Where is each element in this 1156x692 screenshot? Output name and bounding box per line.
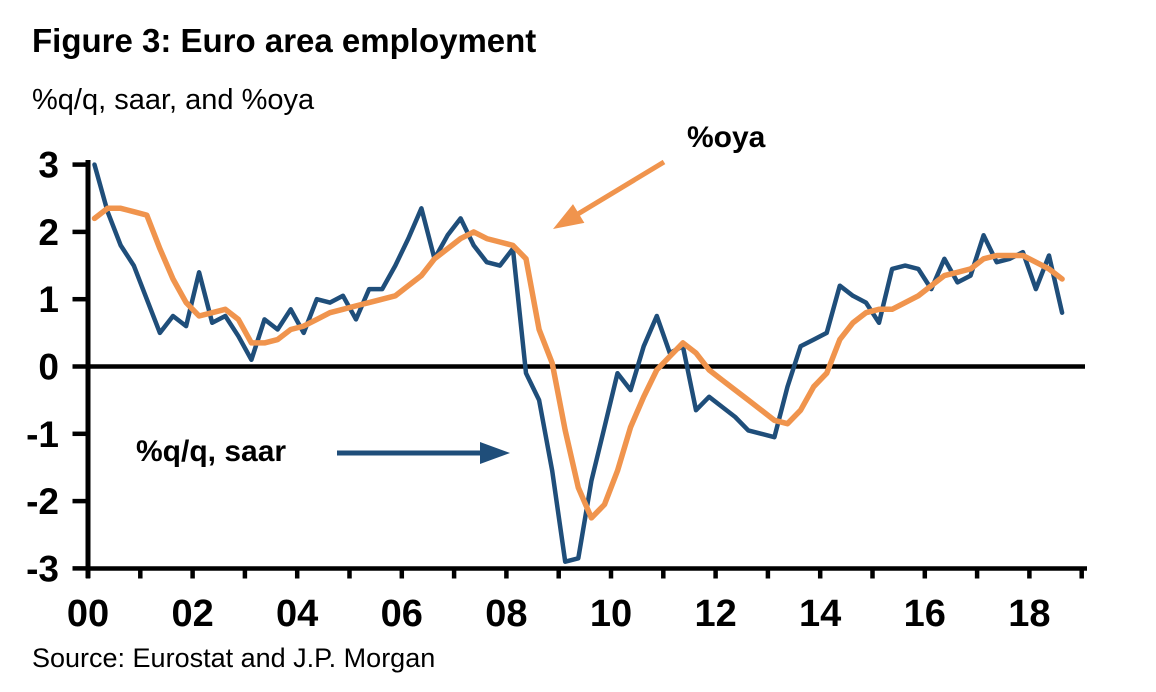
oya-arrow-head — [553, 204, 585, 229]
oya-line-series — [91, 205, 1065, 521]
x-axis-tick-label: 00 — [67, 593, 109, 635]
oya-arrow-shaft — [565, 159, 666, 223]
figure-title: Figure 3: Euro area employment — [32, 22, 537, 59]
y-axis-tick-label: -2 — [26, 481, 59, 522]
x-axis-tick-label: 08 — [485, 593, 527, 635]
y-axis-tick-label: 2 — [38, 212, 59, 253]
saar-line-series — [92, 162, 1065, 564]
x-axis-tick-label: 16 — [904, 593, 946, 635]
saar-series-label: %q/q, saar — [136, 435, 287, 468]
x-axis-tick-label: 12 — [694, 593, 736, 635]
y-axis-tick-label: 3 — [38, 145, 59, 186]
saar-arrow-head — [480, 442, 510, 464]
x-axis-tick-label: 14 — [799, 593, 841, 635]
y-axis-tick-label: -3 — [26, 548, 59, 589]
y-axis-tick-label: 1 — [38, 279, 59, 320]
y-axis-tick-label: 0 — [38, 347, 59, 388]
x-axis-tick-label: 10 — [590, 593, 632, 635]
x-axis-tick-label: 02 — [171, 593, 213, 635]
source-note: Source: Eurostat and J.P. Morgan — [32, 643, 436, 673]
oya-series-label: %oya — [687, 121, 766, 154]
x-axis-tick-label: 18 — [1008, 593, 1050, 635]
axis-units-subtitle: %q/q, saar, and %oya — [32, 84, 315, 116]
x-axis-tick-label: 04 — [276, 593, 318, 635]
x-axis-tick-label: 06 — [381, 593, 423, 635]
y-axis-tick-label: -1 — [26, 414, 59, 455]
